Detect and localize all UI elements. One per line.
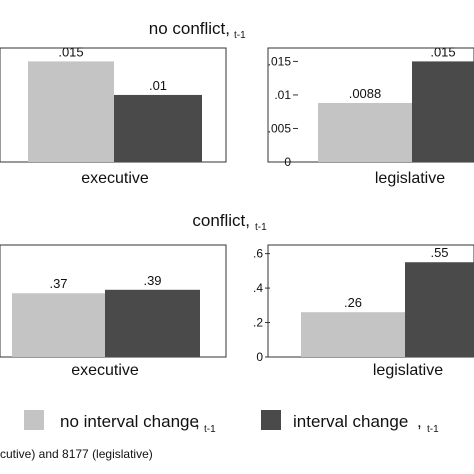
panel-3-bar-series-2 xyxy=(105,289,200,357)
panel-4-bar-series-1 xyxy=(301,312,405,357)
panel-3-bar-label-series-2: .39 xyxy=(143,273,161,288)
panel-1-bar-series-2 xyxy=(114,94,202,162)
legend-subscript-no-interval-change: t-1 xyxy=(204,424,216,435)
legend-label-interval-change: interval change xyxy=(293,412,408,431)
panel-2-bar-series-2 xyxy=(412,61,474,162)
legend-subscript-interval-change: t-1 xyxy=(427,424,439,435)
panel-2-bar-series-1 xyxy=(318,102,412,162)
panel-1-category-label: executive xyxy=(81,170,149,187)
panel-3-category-label: executive xyxy=(71,362,139,379)
legend-swatch-no-interval-change xyxy=(24,410,44,430)
legend-comma-no-interval-change: , xyxy=(195,412,200,431)
panel-3-bar-label-series-1: .37 xyxy=(49,276,67,291)
panel-4-y-tick-label: .6 xyxy=(253,247,263,261)
panel-2-y-tick-label: .005 xyxy=(268,121,292,135)
bottom-row-title-subscript: t-1 xyxy=(255,222,267,233)
panel-3-bar-series-1 xyxy=(12,293,105,357)
panel-4-bar-label-series-1: .26 xyxy=(344,295,362,310)
panel-4-y-tick-label: 0 xyxy=(256,350,263,364)
sample-size-note: cutive) and 8177 (legislative) xyxy=(0,447,153,461)
panel-4-bar-label-series-2: .55 xyxy=(430,245,448,260)
panel-2-bar-label-series-1: .0088 xyxy=(349,86,382,101)
panel-2-y-tick-label: .01 xyxy=(274,88,291,102)
panel-2-y-tick-label: .015 xyxy=(268,54,292,68)
panel-2-bar-label-series-2: .015 xyxy=(430,44,455,59)
panel-1-bar-label-series-2: .01 xyxy=(149,78,167,93)
panel-4-y-tick-label: .4 xyxy=(253,281,263,295)
panel-4-bar-series-2 xyxy=(405,262,474,357)
panel-1-bar-label-series-1: .015 xyxy=(58,44,83,59)
panel-2-y-tick-label: 0 xyxy=(284,155,291,169)
bottom-row-title: conflict, xyxy=(192,211,250,230)
legend-swatch-interval-change xyxy=(261,410,281,430)
top-row-title-subscript: t-1 xyxy=(234,30,246,41)
legend-label-no-interval-change: no interval change xyxy=(60,412,199,431)
top-row-title: no conflict, xyxy=(149,19,230,38)
panel-4-category-label: legislative xyxy=(373,362,443,379)
panel-2-category-label: legislative xyxy=(375,170,445,187)
legend-comma-interval-change: , xyxy=(417,412,422,431)
panel-1-bar-series-1 xyxy=(28,61,114,162)
panel-4-y-tick-label: .2 xyxy=(253,316,263,330)
